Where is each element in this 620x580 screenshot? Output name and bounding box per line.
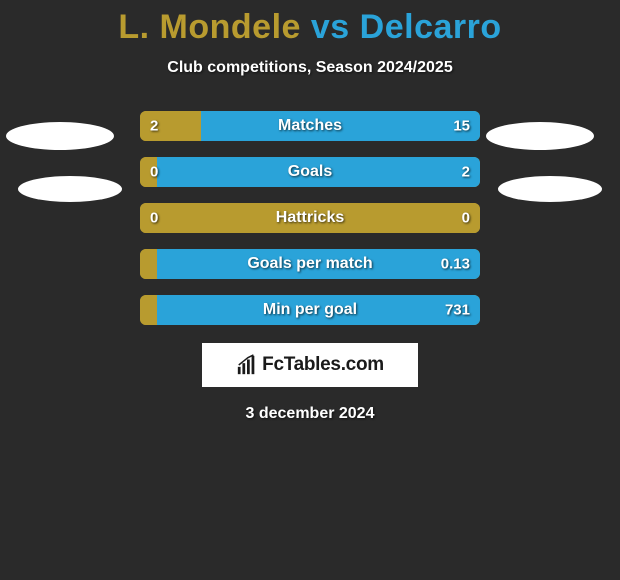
value-right: 731	[445, 302, 470, 319]
value-right: 2	[462, 164, 470, 181]
side-ellipse	[486, 122, 594, 150]
stat-label: Matches	[278, 117, 342, 135]
value-left: 2	[150, 118, 158, 135]
player2-name: Delcarro	[360, 8, 502, 46]
side-ellipse	[18, 176, 122, 202]
logo-text: FcTables.com	[262, 354, 384, 376]
stat-label: Hattricks	[276, 209, 344, 227]
side-ellipse	[6, 122, 114, 150]
bar-track: 2 15 Matches	[140, 111, 480, 141]
stat-label: Min per goal	[263, 301, 357, 319]
value-left: 0	[150, 210, 158, 227]
page-title: L. Mondele vs Delcarro	[0, 0, 620, 47]
value-right: 0	[462, 210, 470, 227]
side-ellipse	[498, 176, 602, 202]
value-right: 15	[453, 118, 470, 135]
bar-track: 0 2 Goals	[140, 157, 480, 187]
date-line: 3 december 2024	[0, 405, 620, 423]
fill-left	[140, 249, 157, 279]
bar-track: 731 Min per goal	[140, 295, 480, 325]
stat-row: 731 Min per goal	[0, 295, 620, 325]
stat-label: Goals per match	[247, 255, 372, 273]
logo-box: FcTables.com	[202, 343, 418, 387]
stat-row: 0 0 Hattricks	[0, 203, 620, 233]
vs-text: vs	[301, 8, 360, 46]
bar-track: 0.13 Goals per match	[140, 249, 480, 279]
fill-left	[140, 295, 157, 325]
stat-label: Goals	[288, 163, 332, 181]
player1-name: L. Mondele	[118, 8, 301, 46]
stat-row: 0.13 Goals per match	[0, 249, 620, 279]
bar-track: 0 0 Hattricks	[140, 203, 480, 233]
subtitle: Club competitions, Season 2024/2025	[0, 59, 620, 77]
value-left: 0	[150, 164, 158, 181]
value-right: 0.13	[441, 256, 470, 273]
chart-icon	[236, 354, 258, 376]
